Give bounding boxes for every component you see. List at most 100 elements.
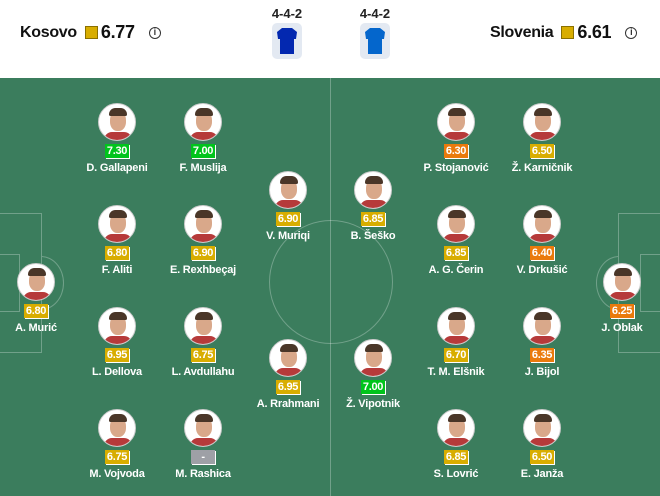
home-team-name: Kosovo xyxy=(20,23,77,41)
player-name: P. Stojanović xyxy=(423,162,489,174)
player-avatar xyxy=(603,263,641,301)
rating-square-icon xyxy=(84,26,98,39)
player-rating: 6.80 xyxy=(104,246,130,260)
player-card[interactable]: 6.80 F. Aliti xyxy=(72,205,162,276)
player-rating: 6.50 xyxy=(529,450,555,464)
player-rating: 6.75 xyxy=(190,348,216,362)
player-name: A. G. Čerin xyxy=(428,264,484,276)
player-avatar xyxy=(523,205,561,243)
home-shirt-icon xyxy=(272,23,302,59)
away-team-rating: 6.61 xyxy=(577,22,612,42)
player-avatar xyxy=(184,103,222,141)
player-rating: 6.85 xyxy=(443,246,469,260)
player-avatar xyxy=(437,409,475,447)
player-name: Ž. Vipotnik xyxy=(346,398,400,410)
player-card[interactable]: 6.75 M. Vojvoda xyxy=(72,409,162,480)
player-card[interactable]: 6.40 V. Drkušić xyxy=(497,205,587,276)
player-rating: 6.40 xyxy=(529,246,555,260)
home-team: Kosovo 6.77 i xyxy=(20,22,161,43)
player-avatar xyxy=(354,339,392,377)
player-name: B. Šeško xyxy=(350,230,396,242)
player-rating: 6.70 xyxy=(443,348,469,362)
home-formation: 4-4-2 xyxy=(271,6,303,21)
player-card[interactable]: 6.80 A. Murić xyxy=(0,263,81,334)
player-name: F. Aliti xyxy=(101,264,133,276)
player-avatar xyxy=(98,409,136,447)
rating-square-icon xyxy=(561,26,575,39)
player-name: E. Janža xyxy=(520,468,564,480)
player-name: A. Rrahmani xyxy=(256,398,320,410)
info-icon[interactable]: i xyxy=(148,26,161,39)
player-avatar xyxy=(184,307,222,345)
player-rating: 6.25 xyxy=(609,304,635,318)
player-avatar xyxy=(269,339,307,377)
info-icon[interactable]: i xyxy=(625,26,638,39)
player-card[interactable]: 6.75 L. Avdullahu xyxy=(158,307,248,378)
player-avatar xyxy=(17,263,55,301)
player-card[interactable]: 6.70 T. M. Elšnik xyxy=(411,307,501,378)
player-name: M. Vojvoda xyxy=(89,468,145,480)
player-rating: 7.00 xyxy=(190,144,216,158)
player-card[interactable]: 7.30 D. Gallapeni xyxy=(72,103,162,174)
player-avatar xyxy=(437,103,475,141)
player-rating: 6.75 xyxy=(104,450,130,464)
player-card[interactable]: 6.95 L. Dellova xyxy=(72,307,162,378)
player-name: E. Rexhbeçaj xyxy=(169,264,237,276)
away-formation: 4-4-2 xyxy=(359,6,391,21)
player-name: T. M. Elšnik xyxy=(427,366,485,378)
player-rating: 6.95 xyxy=(275,380,301,394)
player-card[interactable]: 6.85 S. Lovrić xyxy=(411,409,501,480)
home-team-rating: 6.77 xyxy=(100,22,135,42)
player-card[interactable]: 6.90 V. Muriqi xyxy=(243,171,333,242)
away-team: Slovenia 6.61 i xyxy=(490,22,638,43)
player-name: M. Rashica xyxy=(175,468,231,480)
player-name: S. Lovrić xyxy=(433,468,479,480)
player-card[interactable]: 6.35 J. Bijol xyxy=(497,307,587,378)
player-rating: - xyxy=(191,450,215,464)
player-card[interactable]: 6.50 Ž. Karničnik xyxy=(497,103,587,174)
player-rating: 6.35 xyxy=(529,348,555,362)
player-card[interactable]: 6.85 B. Šeško xyxy=(328,171,418,242)
player-name: F. Muslija xyxy=(179,162,227,174)
player-card[interactable]: 6.95 A. Rrahmani xyxy=(243,339,333,410)
player-rating: 6.80 xyxy=(23,304,49,318)
player-card[interactable]: 6.30 P. Stojanović xyxy=(411,103,501,174)
player-rating: 7.00 xyxy=(360,380,386,394)
player-rating: 6.30 xyxy=(443,144,469,158)
player-name: Ž. Karničnik xyxy=(511,162,573,174)
player-card[interactable]: 6.85 A. G. Čerin xyxy=(411,205,501,276)
player-avatar xyxy=(184,205,222,243)
player-rating: 6.50 xyxy=(529,144,555,158)
player-avatar xyxy=(98,103,136,141)
player-name: J. Oblak xyxy=(601,322,643,334)
player-rating: 6.85 xyxy=(443,450,469,464)
player-avatar xyxy=(437,307,475,345)
player-card[interactable]: 6.25 J. Oblak xyxy=(577,263,660,334)
player-name: L. Avdullahu xyxy=(171,366,235,378)
player-name: J. Bijol xyxy=(524,366,560,378)
player-name: V. Drkušić xyxy=(516,264,568,276)
center-circle xyxy=(269,220,393,344)
player-rating: 7.30 xyxy=(104,144,130,158)
player-avatar xyxy=(523,307,561,345)
player-card[interactable]: 6.50 E. Janža xyxy=(497,409,587,480)
player-name: A. Murić xyxy=(15,322,57,334)
player-avatar xyxy=(523,409,561,447)
player-name: V. Muriqi xyxy=(266,230,310,242)
player-avatar xyxy=(98,307,136,345)
player-name: L. Dellova xyxy=(92,366,142,378)
player-rating: 6.90 xyxy=(190,246,216,260)
player-card[interactable]: - M. Rashica xyxy=(158,409,248,480)
player-card[interactable]: 6.90 E. Rexhbeçaj xyxy=(158,205,248,276)
player-avatar xyxy=(184,409,222,447)
player-avatar xyxy=(354,171,392,209)
player-avatar xyxy=(269,171,307,209)
player-card[interactable]: 7.00 F. Muslija xyxy=(158,103,248,174)
player-card[interactable]: 7.00 Ž. Vipotnik xyxy=(328,339,418,410)
player-rating: 6.95 xyxy=(104,348,130,362)
player-name: D. Gallapeni xyxy=(86,162,148,174)
player-rating: 6.85 xyxy=(360,212,386,226)
player-avatar xyxy=(523,103,561,141)
match-header: Kosovo 6.77 i 4-4-2 4-4-2 Slovenia 6.61 … xyxy=(0,0,660,78)
away-shirt-icon xyxy=(360,23,390,59)
